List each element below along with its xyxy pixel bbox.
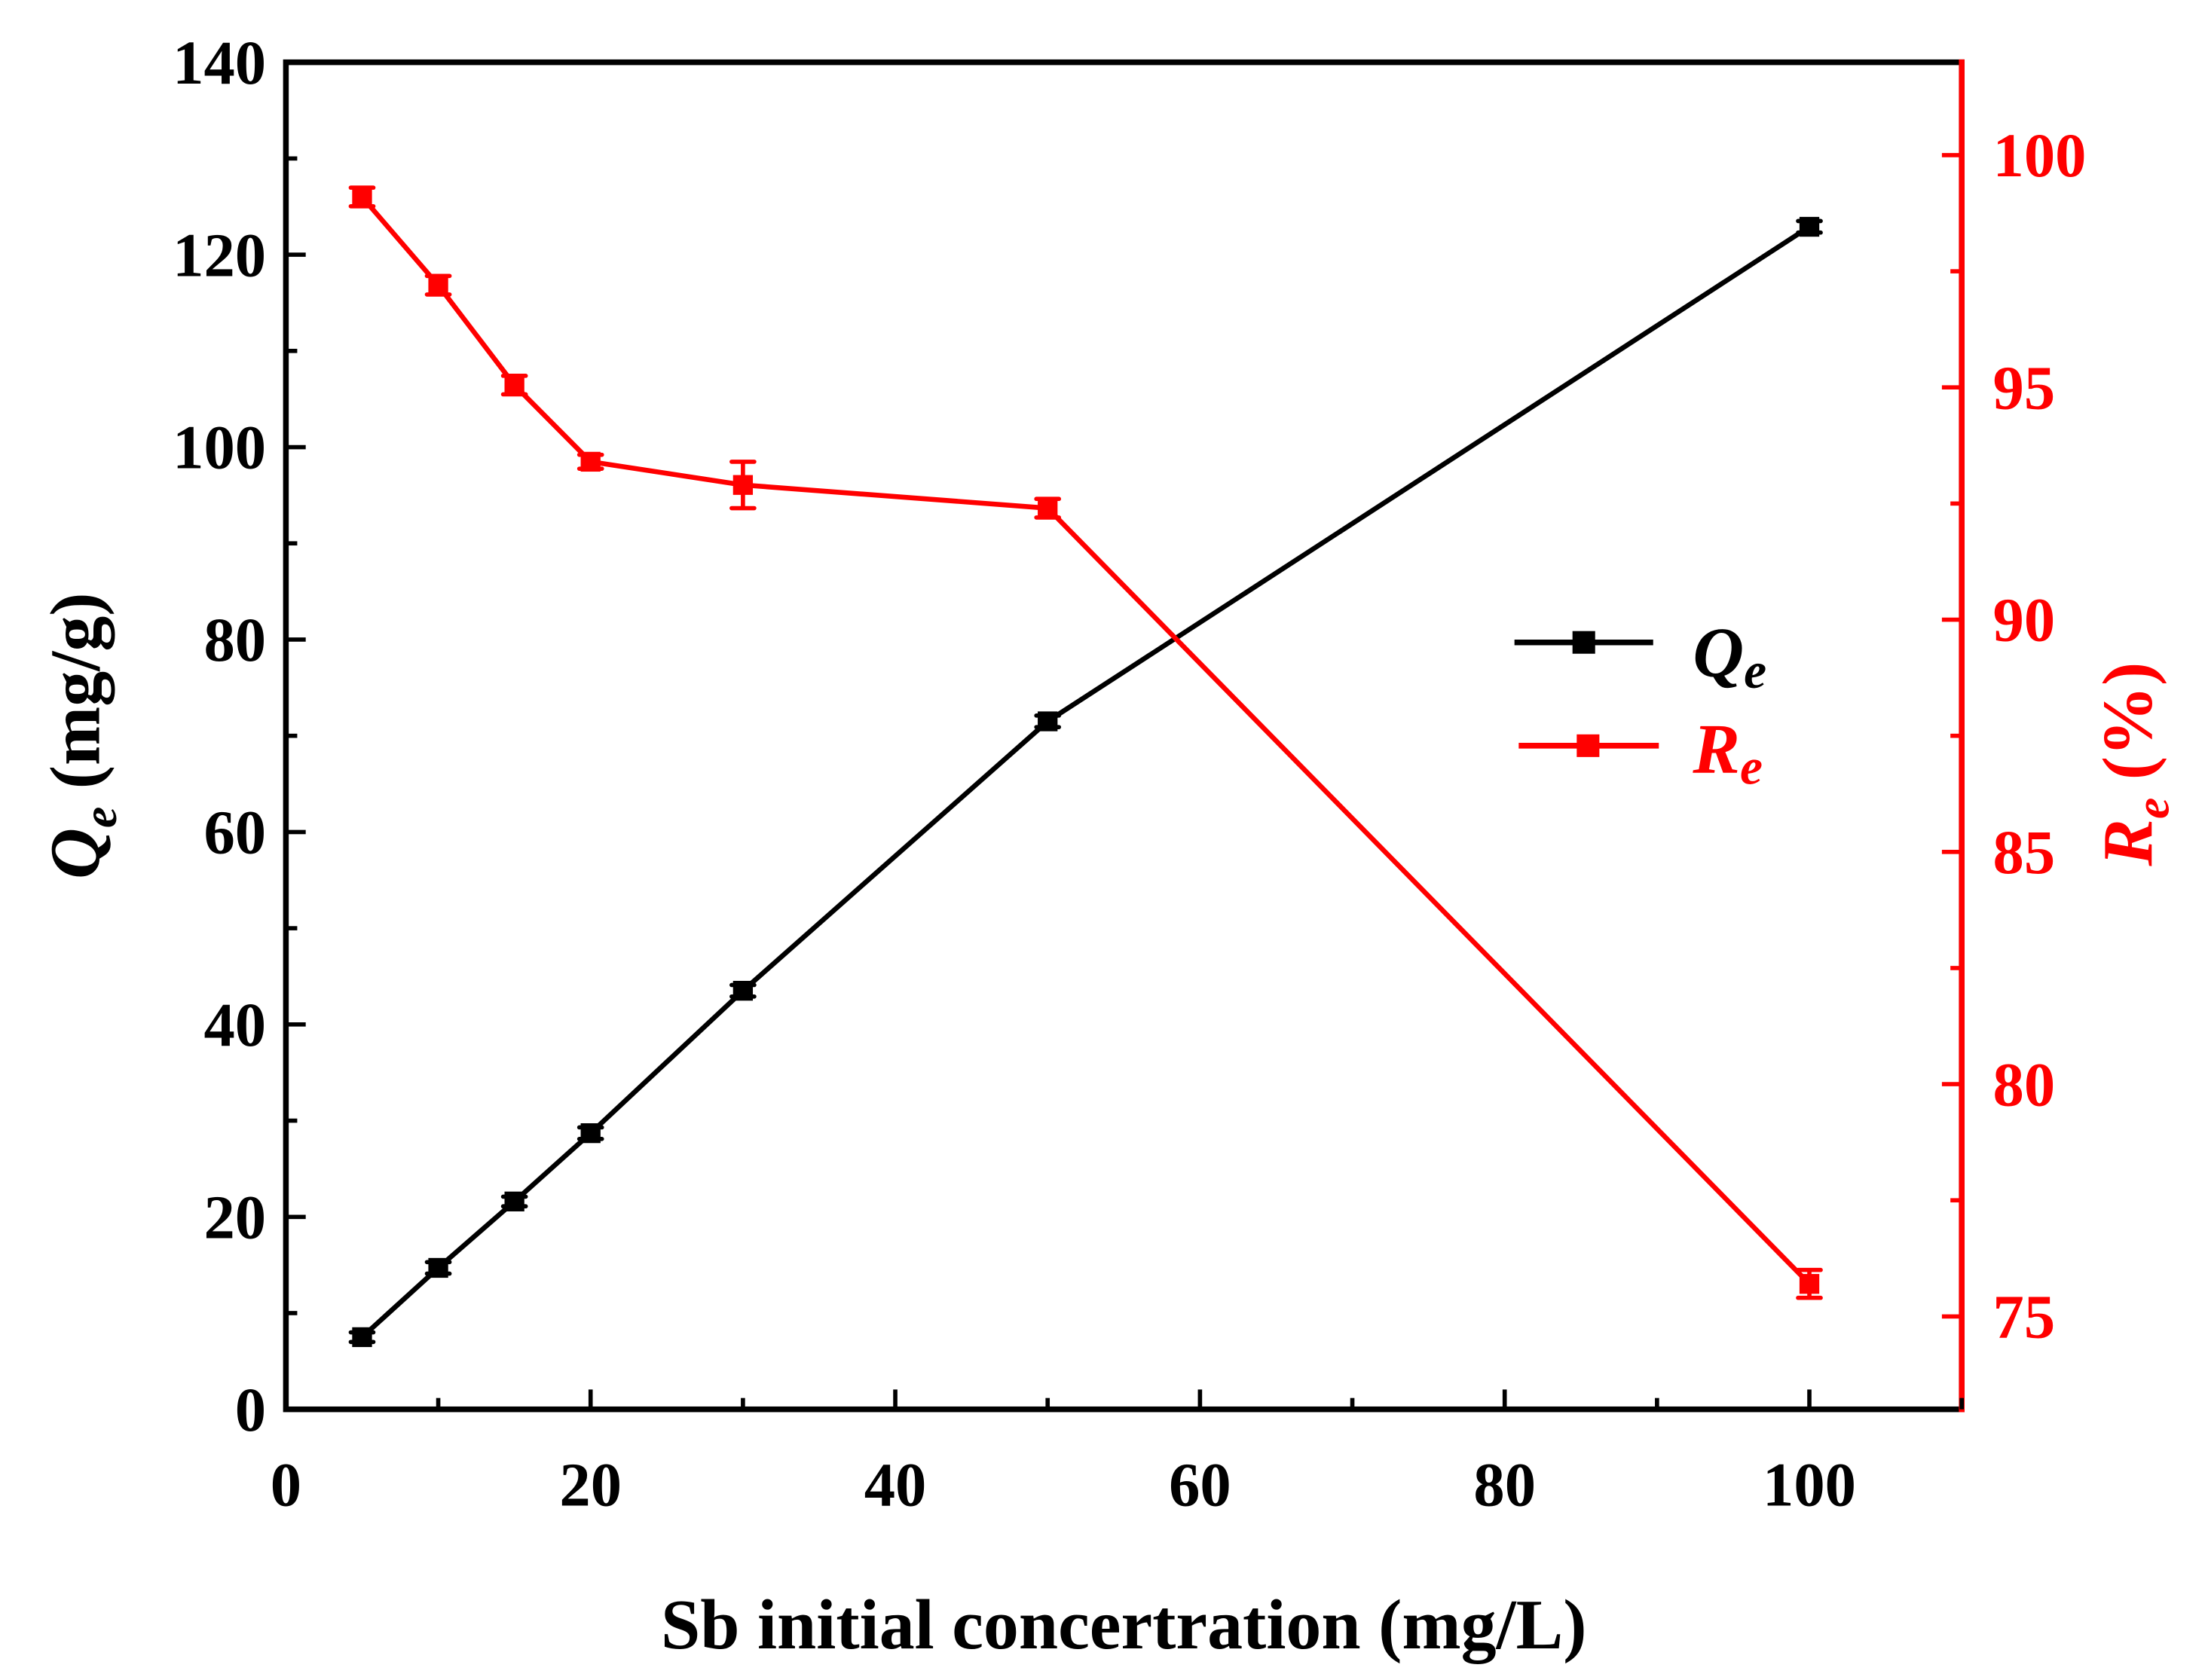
plot-marks — [348, 185, 1823, 1348]
data-point-re — [504, 375, 524, 396]
series-line-qe — [360, 225, 1811, 1339]
data-point-re — [580, 451, 601, 472]
y-tick-label: 60 — [203, 798, 266, 867]
y-tick-label: 40 — [203, 990, 266, 1059]
y-tick-label: 80 — [203, 605, 266, 674]
x-tick-label: 60 — [1169, 1449, 1231, 1519]
y-tick-label: 140 — [173, 28, 266, 97]
data-point-re — [732, 475, 754, 495]
y2-tick-label: 90 — [1993, 585, 2056, 655]
y-tick-label: 100 — [173, 413, 266, 482]
x-tick-label: 20 — [559, 1449, 622, 1519]
legend-label-qe: Qe — [1693, 614, 1766, 699]
y-axis-title: Qe (mg/g) — [36, 592, 127, 878]
data-point-qe — [732, 980, 754, 1001]
y-axis-title-unit: (mg/g) — [36, 592, 115, 806]
x-axis-title: Sb initial concertration (mg/L) — [661, 1586, 1587, 1664]
y-axis-title-sub: e — [73, 807, 127, 828]
y2-tick-label: 95 — [1993, 353, 2056, 422]
y2-axis-title-sub: e — [2125, 798, 2179, 819]
legend-item-qe: Qe — [1514, 614, 1766, 699]
y2-tick-label: 100 — [1993, 121, 2087, 190]
data-point-qe — [504, 1191, 524, 1211]
data-point-qe — [352, 1327, 372, 1348]
y-axis-title-main: Q — [36, 828, 115, 879]
y2-axis-title: Re (%) — [2089, 662, 2179, 867]
y2-axis-title-main: R — [2089, 819, 2167, 867]
data-point-re — [1038, 498, 1058, 518]
x-tick-label: 100 — [1763, 1449, 1856, 1519]
x-tick-label: 0 — [271, 1449, 301, 1519]
data-point-qe — [580, 1123, 601, 1144]
y-tick-label: 120 — [173, 220, 266, 289]
data-point-qe — [1799, 216, 1820, 237]
y-tick-label: 0 — [235, 1375, 266, 1444]
legend-item-re: Re — [1518, 710, 1763, 796]
data-point-qe — [428, 1257, 448, 1278]
legend-marker-re — [1576, 734, 1600, 757]
y2-tick-label: 75 — [1993, 1282, 2056, 1352]
y-tick-label: 20 — [203, 1182, 266, 1251]
data-point-qe — [1038, 711, 1058, 732]
data-point-re — [352, 187, 372, 207]
x-tick-label: 40 — [864, 1449, 927, 1519]
legend-label-re: Re — [1692, 710, 1763, 796]
y2-tick-label: 80 — [1993, 1049, 2056, 1119]
legend-marker-qe — [1572, 631, 1595, 654]
y2-tick-label: 85 — [1993, 817, 2056, 887]
y2-axis-title-unit: (%) — [2089, 662, 2167, 798]
data-point-re — [1799, 1274, 1820, 1294]
data-point-re — [428, 275, 448, 295]
axis-ticks: 0 20 40 60 80 100 0 20 40 60 80 100 120 140 75 80 85 90 95… — [173, 28, 2086, 1520]
x-tick-label: 80 — [1473, 1449, 1536, 1519]
legend: Qe Re — [1514, 614, 1766, 796]
